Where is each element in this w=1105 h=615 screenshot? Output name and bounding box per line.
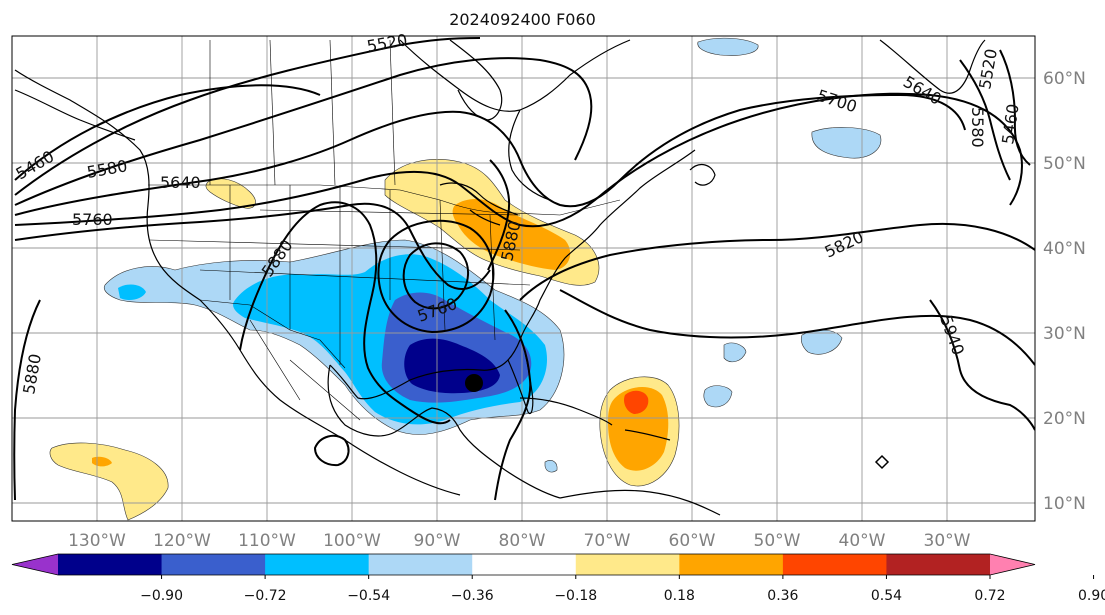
colorbar-tick-label: −0.90 <box>140 588 183 604</box>
colorbar-segments <box>11 553 1036 576</box>
anomaly-fill-orange-northeast <box>452 198 571 270</box>
anomaly-fill-light-blue-mexico <box>118 284 146 300</box>
anomaly-fill-orange-caribbean <box>608 387 669 471</box>
latitude-labels: 60°N 50°N 40°N 30°N 20°N 10°N <box>1043 69 1086 514</box>
colorbar-segment <box>782 554 887 575</box>
lon-label: 40°W <box>839 531 886 551</box>
graticule <box>12 36 1035 521</box>
lon-label: 110°W <box>238 531 296 551</box>
colorbar-segment <box>472 554 577 575</box>
colorbar-tick-label: 0.72 <box>974 588 1005 604</box>
height-contours <box>13 37 1035 501</box>
colorbar-segment <box>575 554 680 575</box>
contour-label: 5760 <box>72 210 113 229</box>
colorbar-segment <box>58 554 163 575</box>
contour-east-lobe2 <box>999 49 1031 166</box>
colorbar-segment <box>161 554 266 575</box>
contour-5580 <box>14 57 593 206</box>
colorbar: −0.90 −0.72 −0.54 −0.36 −0.18 0.18 0.36 0.54 0.7… <box>11 553 1105 604</box>
anomaly-fill-light-blue-small3 <box>544 460 558 473</box>
map-frame <box>11 35 1036 522</box>
colorbar-tick-label: 0.18 <box>664 588 695 604</box>
contour-5760-low <box>402 242 469 310</box>
contour-5880-east <box>559 289 1035 366</box>
anomaly-fill-light-blue-north <box>697 37 759 56</box>
lon-label: 70°W <box>584 531 631 551</box>
colorbar-tick-label: 0.90 <box>1078 588 1105 604</box>
lon-label: 120°W <box>153 531 211 551</box>
colorbar-ticks: −0.90 −0.72 −0.54 −0.36 −0.18 0.18 0.36 0.54 0.7… <box>140 575 1105 604</box>
colorbar-extend-max <box>990 554 1035 575</box>
contour-5640 <box>14 93 966 216</box>
contour-mini-diamond <box>874 454 890 470</box>
contour-5820 <box>519 222 1035 301</box>
anomaly-fill-red-caribbean <box>624 390 649 414</box>
contour-east-lobe <box>959 59 1011 181</box>
anomaly-fill-light-blue-small <box>703 385 733 408</box>
borders <box>148 39 621 421</box>
contour-5820-low <box>377 219 495 334</box>
colorbar-tick-label: −0.54 <box>347 588 390 604</box>
contour-small-ring <box>313 434 350 467</box>
lat-label: 20°N <box>1043 409 1086 429</box>
contour-5460 <box>14 84 321 181</box>
contour-label: 5580 <box>968 107 987 148</box>
lon-label: 60°W <box>669 531 716 551</box>
colorbar-extend-min <box>12 554 58 575</box>
lat-label: 10°N <box>1043 494 1086 514</box>
lon-label: 100°W <box>323 531 381 551</box>
colorbar-segment <box>679 554 784 575</box>
lon-label: 80°W <box>499 531 546 551</box>
map-title: 2024092400 F060 <box>449 10 596 29</box>
lat-label: 40°N <box>1043 239 1086 259</box>
colorbar-tick-label: 0.36 <box>767 588 798 604</box>
longitude-labels: 130°W 120°W 110°W 100°W 90°W 80°W 70°W 6… <box>68 531 971 551</box>
anomaly-fill-yellow-west <box>205 178 256 209</box>
colorbar-tick-label: −0.18 <box>554 588 597 604</box>
contour-5940 <box>929 299 1035 431</box>
anomaly-fill-yellow-pacific <box>49 442 169 521</box>
lat-label: 60°N <box>1043 69 1086 89</box>
lat-label: 50°N <box>1043 154 1086 174</box>
lon-label: 30°W <box>924 531 971 551</box>
colorbar-tick-label: −0.36 <box>451 588 494 604</box>
lon-label: 130°W <box>68 531 126 551</box>
contour-5880-trough <box>239 201 451 425</box>
colorbar-outline <box>11 553 1036 576</box>
contour-5880-west <box>13 299 41 501</box>
lon-label: 90°W <box>414 531 461 551</box>
colorbar-tick-label: 0.54 <box>871 588 902 604</box>
lon-label: 50°W <box>754 531 801 551</box>
contour-label: 5640 <box>160 173 201 192</box>
contour-5850 <box>494 309 532 501</box>
colorbar-segment <box>368 554 473 575</box>
contour-5520 <box>14 37 481 196</box>
colorbar-segment <box>265 554 370 575</box>
lat-label: 30°N <box>1043 324 1086 344</box>
anomaly-fill-light-blue-small2 <box>723 342 747 363</box>
contour-5700 <box>14 92 1023 228</box>
storm-center-marker <box>465 374 483 392</box>
anomaly-fill-light-blue-atlantic <box>811 127 882 159</box>
colorbar-tick-label: −0.72 <box>244 588 287 604</box>
colorbar-segment <box>886 554 991 575</box>
contour-5880-canada <box>487 159 510 271</box>
